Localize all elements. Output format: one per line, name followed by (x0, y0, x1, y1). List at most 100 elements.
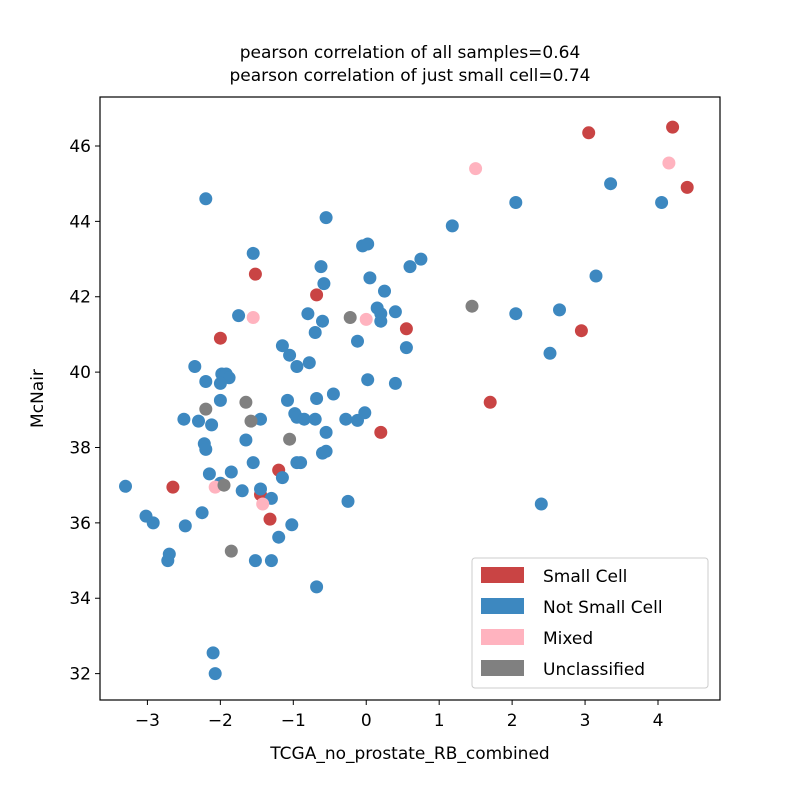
point-not-small-cell-11 (604, 177, 618, 191)
legend-label-small-cell: Small Cell (543, 567, 627, 587)
point-small-cell-7 (574, 324, 588, 338)
point-unclassified-5 (283, 432, 297, 446)
point-not-small-cell-31 (290, 360, 304, 373)
plot-area (99, 96, 721, 701)
chart-title-line-1: pearson correlation of all samples=0.64 (240, 43, 581, 63)
point-unclassified-3 (199, 402, 213, 416)
point-not-small-cell-1 (319, 211, 333, 225)
point-small-cell-4 (310, 288, 324, 302)
point-small-cell-6 (399, 322, 413, 336)
x-tick-label: 1 (434, 711, 445, 731)
y-tick-label: 44 (69, 212, 91, 232)
point-not-small-cell-84 (264, 554, 278, 568)
point-mixed-3 (359, 312, 373, 326)
point-not-small-cell-83 (248, 554, 262, 568)
point-small-cell-13 (263, 512, 277, 526)
point-not-small-cell-10 (509, 196, 523, 209)
point-not-small-cell-41 (213, 376, 227, 390)
point-small-cell-10 (166, 480, 180, 494)
point-not-small-cell-14 (509, 307, 523, 321)
point-unclassified-0 (465, 299, 479, 313)
point-not-small-cell-36 (188, 360, 202, 373)
x-tick-label: 3 (580, 711, 591, 731)
legend-swatch-unclassified (481, 660, 524, 676)
point-unclassified-7 (224, 544, 238, 558)
point-not-small-cell-77 (195, 506, 209, 520)
point-unclassified-1 (343, 311, 357, 324)
point-not-small-cell-6 (361, 237, 375, 251)
y-tick-label: 38 (69, 438, 91, 458)
point-not-small-cell-78 (285, 518, 299, 532)
point-not-small-cell-56 (358, 406, 372, 420)
point-not-small-cell-62 (319, 444, 333, 458)
point-not-small-cell-15 (553, 303, 566, 317)
point-unclassified-4 (244, 414, 258, 428)
y-tick-label: 40 (69, 363, 91, 383)
legend: Small Cell Not Small Cell Mixed Unclassi… (471, 557, 709, 689)
point-small-cell-1 (582, 126, 596, 140)
point-not-small-cell-32 (302, 356, 316, 370)
point-not-small-cell-16 (543, 346, 557, 360)
point-mixed-5 (256, 497, 270, 511)
point-not-small-cell-57 (319, 425, 333, 439)
point-not-small-cell-65 (246, 456, 260, 470)
point-not-small-cell-30 (283, 348, 297, 362)
point-not-small-cell-70 (235, 484, 249, 498)
point-small-cell-3 (248, 267, 262, 281)
x-tick-label: −1 (281, 711, 306, 731)
point-not-small-cell-33 (399, 341, 413, 355)
point-not-small-cell-18 (363, 271, 377, 285)
point-not-small-cell-37 (199, 375, 213, 388)
point-mixed-2 (246, 311, 260, 324)
point-small-cell-0 (666, 120, 680, 134)
point-not-small-cell-3 (314, 260, 328, 274)
x-axis-label: TCGA_no_prostate_RB_combined (269, 744, 549, 764)
point-not-small-cell-67 (224, 465, 238, 479)
point-not-small-cell-2 (246, 246, 260, 260)
y-tick-label: 46 (69, 137, 91, 157)
point-not-small-cell-75 (146, 516, 160, 530)
point-mixed-1 (662, 156, 676, 170)
point-not-small-cell-60 (199, 442, 213, 456)
point-small-cell-9 (374, 425, 388, 439)
point-not-small-cell-20 (301, 307, 315, 321)
point-not-small-cell-86 (206, 646, 220, 660)
point-not-small-cell-12 (655, 196, 669, 209)
point-not-small-cell-66 (202, 467, 216, 481)
point-not-small-cell-4 (317, 277, 331, 291)
point-not-small-cell-52 (297, 412, 311, 426)
x-tick-label: 0 (361, 711, 372, 731)
point-not-small-cell-54 (339, 412, 353, 426)
point-not-small-cell-48 (205, 418, 219, 432)
x-tick-label: 4 (653, 711, 664, 731)
point-not-small-cell-71 (254, 482, 267, 496)
point-not-small-cell-22 (308, 326, 322, 339)
point-mixed-0 (469, 162, 483, 176)
point-not-small-cell-27 (351, 334, 364, 348)
point-not-small-cell-0 (199, 192, 213, 206)
x-tick-label: −2 (208, 711, 233, 731)
point-not-small-cell-44 (310, 392, 324, 405)
legend-swatch-small-cell (481, 567, 524, 583)
point-not-small-cell-45 (326, 387, 340, 401)
point-not-small-cell-29 (275, 339, 289, 353)
point-not-small-cell-25 (388, 305, 402, 319)
point-small-cell-8 (483, 395, 497, 409)
point-unclassified-2 (239, 395, 253, 409)
point-not-small-cell-53 (308, 412, 322, 426)
point-not-small-cell-19 (378, 284, 391, 298)
point-not-small-cell-21 (316, 314, 329, 328)
point-not-small-cell-76 (178, 519, 192, 533)
legend-swatch-mixed (481, 629, 524, 645)
x-tick-label: 2 (507, 711, 518, 731)
point-not-small-cell-17 (534, 497, 548, 511)
point-small-cell-5 (213, 331, 227, 345)
point-not-small-cell-26 (374, 314, 388, 328)
y-tick-label: 42 (69, 288, 91, 308)
data-points (119, 120, 694, 681)
y-tick-label: 34 (69, 589, 91, 609)
point-unclassified-6 (217, 478, 231, 492)
legend-swatch-not-small-cell (481, 598, 524, 614)
legend-label-unclassified: Unclassified (543, 660, 645, 680)
